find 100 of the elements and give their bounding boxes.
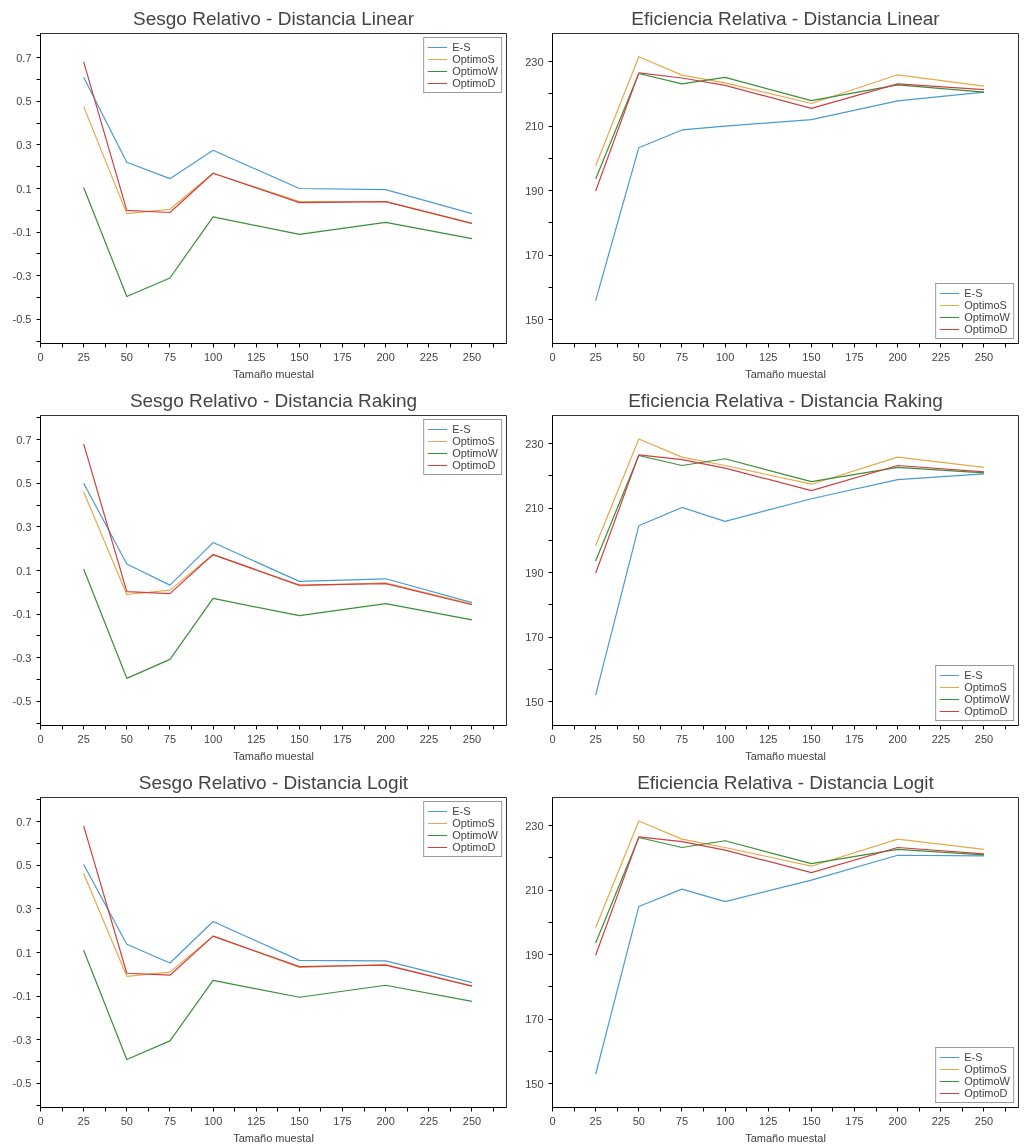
x-tick-label: 250: [974, 732, 994, 745]
chart-title: Sesgo Relativo - Distancia Linear: [133, 7, 415, 29]
legend-label: OptimoW: [964, 693, 1010, 705]
x-tick-label: 100: [715, 732, 735, 745]
legend-label: OptimoW: [452, 447, 498, 459]
y-tick-label: 0.1: [16, 564, 32, 577]
legend-label: OptimoS: [452, 435, 495, 447]
y-tick-label: 170: [525, 249, 544, 262]
x-tick-label: 200: [888, 732, 907, 745]
x-tick-label: 50: [120, 350, 133, 363]
x-tick-label: 175: [333, 1114, 352, 1127]
chart-title: Eficiencia Relativa - Distancia Raking: [628, 389, 943, 411]
x-tick-label: 150: [802, 350, 821, 363]
y-tick-label: 170: [525, 1013, 544, 1026]
x-tick-label: 225: [931, 350, 951, 363]
x-tick-label: 250: [974, 350, 994, 363]
x-tick-label: 150: [802, 1114, 821, 1127]
x-tick-label: 150: [802, 732, 821, 745]
x-tick-label: 150: [290, 732, 309, 745]
y-tick-label: -0.3: [12, 1033, 32, 1046]
x-tick-label: 100: [715, 1114, 735, 1127]
x-axis-title: Tamaño muestal: [745, 367, 826, 380]
y-tick-label: 0.5: [16, 95, 32, 108]
x-tick-label: 25: [77, 1114, 90, 1127]
x-axis-title: Tamaño muestal: [233, 1131, 314, 1144]
y-tick-label: 210: [525, 502, 544, 515]
legend-label: E-S: [452, 805, 472, 817]
legend-label: OptimoS: [452, 53, 495, 65]
x-tick-label: 100: [203, 732, 223, 745]
x-tick-label: 50: [120, 732, 133, 745]
legend-label: OptimoD: [964, 705, 1008, 717]
x-tick-label: 250: [462, 732, 482, 745]
legend-label: OptimoW: [964, 311, 1010, 323]
x-tick-label: 0: [549, 350, 556, 363]
chart-title: Sesgo Relativo - Distancia Raking: [129, 389, 418, 411]
legend-label: OptimoS: [964, 681, 1007, 693]
y-tick-label: -0.5: [12, 695, 32, 708]
legend-label: E-S: [964, 287, 984, 299]
chart-title: Eficiencia Relativa - Distancia Linear: [631, 7, 941, 29]
x-tick-label: 75: [675, 1114, 689, 1127]
y-tick-label: 0.1: [16, 182, 32, 195]
x-tick-label: 75: [163, 1114, 177, 1127]
y-tick-label: 190: [525, 948, 544, 961]
x-tick-label: 75: [675, 732, 689, 745]
x-tick-label: 175: [333, 732, 352, 745]
x-tick-label: 75: [163, 732, 177, 745]
x-tick-label: 125: [759, 732, 778, 745]
y-tick-label: -0.1: [12, 608, 32, 621]
x-tick-label: 25: [589, 732, 602, 745]
x-tick-label: 25: [589, 350, 602, 363]
y-tick-label: 210: [525, 120, 544, 133]
x-tick-label: 125: [247, 350, 266, 363]
legend-label: OptimoD: [964, 323, 1008, 335]
x-tick-label: 125: [247, 1114, 266, 1127]
y-tick-label: 0.1: [16, 946, 32, 959]
x-tick-label: 225: [419, 350, 439, 363]
x-tick-label: 200: [376, 350, 395, 363]
y-tick-label: 0.3: [16, 520, 32, 533]
x-tick-label: 150: [290, 1114, 309, 1127]
x-tick-label: 50: [632, 1114, 645, 1127]
x-tick-label: 200: [888, 1114, 907, 1127]
x-tick-label: 0: [37, 732, 44, 745]
x-axis-title: Tamaño muestal: [233, 749, 314, 762]
legend-label: OptimoS: [452, 817, 495, 829]
x-tick-label: 250: [974, 1114, 994, 1127]
x-tick-label: 250: [462, 350, 482, 363]
x-tick-label: 125: [247, 732, 266, 745]
x-axis-title: Tamaño muestal: [745, 749, 826, 762]
x-tick-label: 0: [37, 1114, 44, 1127]
legend-label: OptimoS: [964, 299, 1007, 311]
x-tick-label: 200: [376, 732, 395, 745]
y-tick-label: -0.3: [12, 651, 32, 664]
legend-label: OptimoD: [452, 841, 496, 853]
legend-label: OptimoD: [964, 1087, 1008, 1099]
y-tick-label: 0.7: [16, 433, 32, 446]
x-tick-label: 50: [120, 1114, 133, 1127]
x-tick-label: 175: [845, 350, 864, 363]
x-axis-title: Tamaño muestal: [233, 367, 314, 380]
y-tick-label: 150: [525, 1077, 544, 1090]
y-tick-label: 190: [525, 184, 544, 197]
legend-label: OptimoW: [964, 1075, 1010, 1087]
x-tick-label: 175: [845, 732, 864, 745]
y-tick-label: 0.3: [16, 902, 32, 915]
x-tick-label: 125: [759, 350, 778, 363]
y-tick-label: -0.1: [12, 226, 32, 239]
x-tick-label: 225: [931, 732, 951, 745]
y-tick-label: 150: [525, 695, 544, 708]
legend-label: OptimoD: [452, 459, 496, 471]
chart-title: Sesgo Relativo - Distancia Logit: [138, 771, 409, 793]
y-tick-label: 0.5: [16, 477, 32, 490]
x-tick-label: 75: [163, 350, 177, 363]
x-tick-label: 50: [632, 732, 645, 745]
x-tick-label: 125: [759, 1114, 778, 1127]
y-tick-label: 230: [525, 437, 544, 450]
legend-label: OptimoW: [452, 829, 498, 841]
y-tick-label: 0.5: [16, 859, 32, 872]
y-tick-label: -0.1: [12, 990, 32, 1003]
chart-title: Eficiencia Relativa - Distancia Logit: [637, 771, 935, 793]
legend-label: E-S: [452, 41, 472, 53]
y-tick-label: 190: [525, 566, 544, 579]
